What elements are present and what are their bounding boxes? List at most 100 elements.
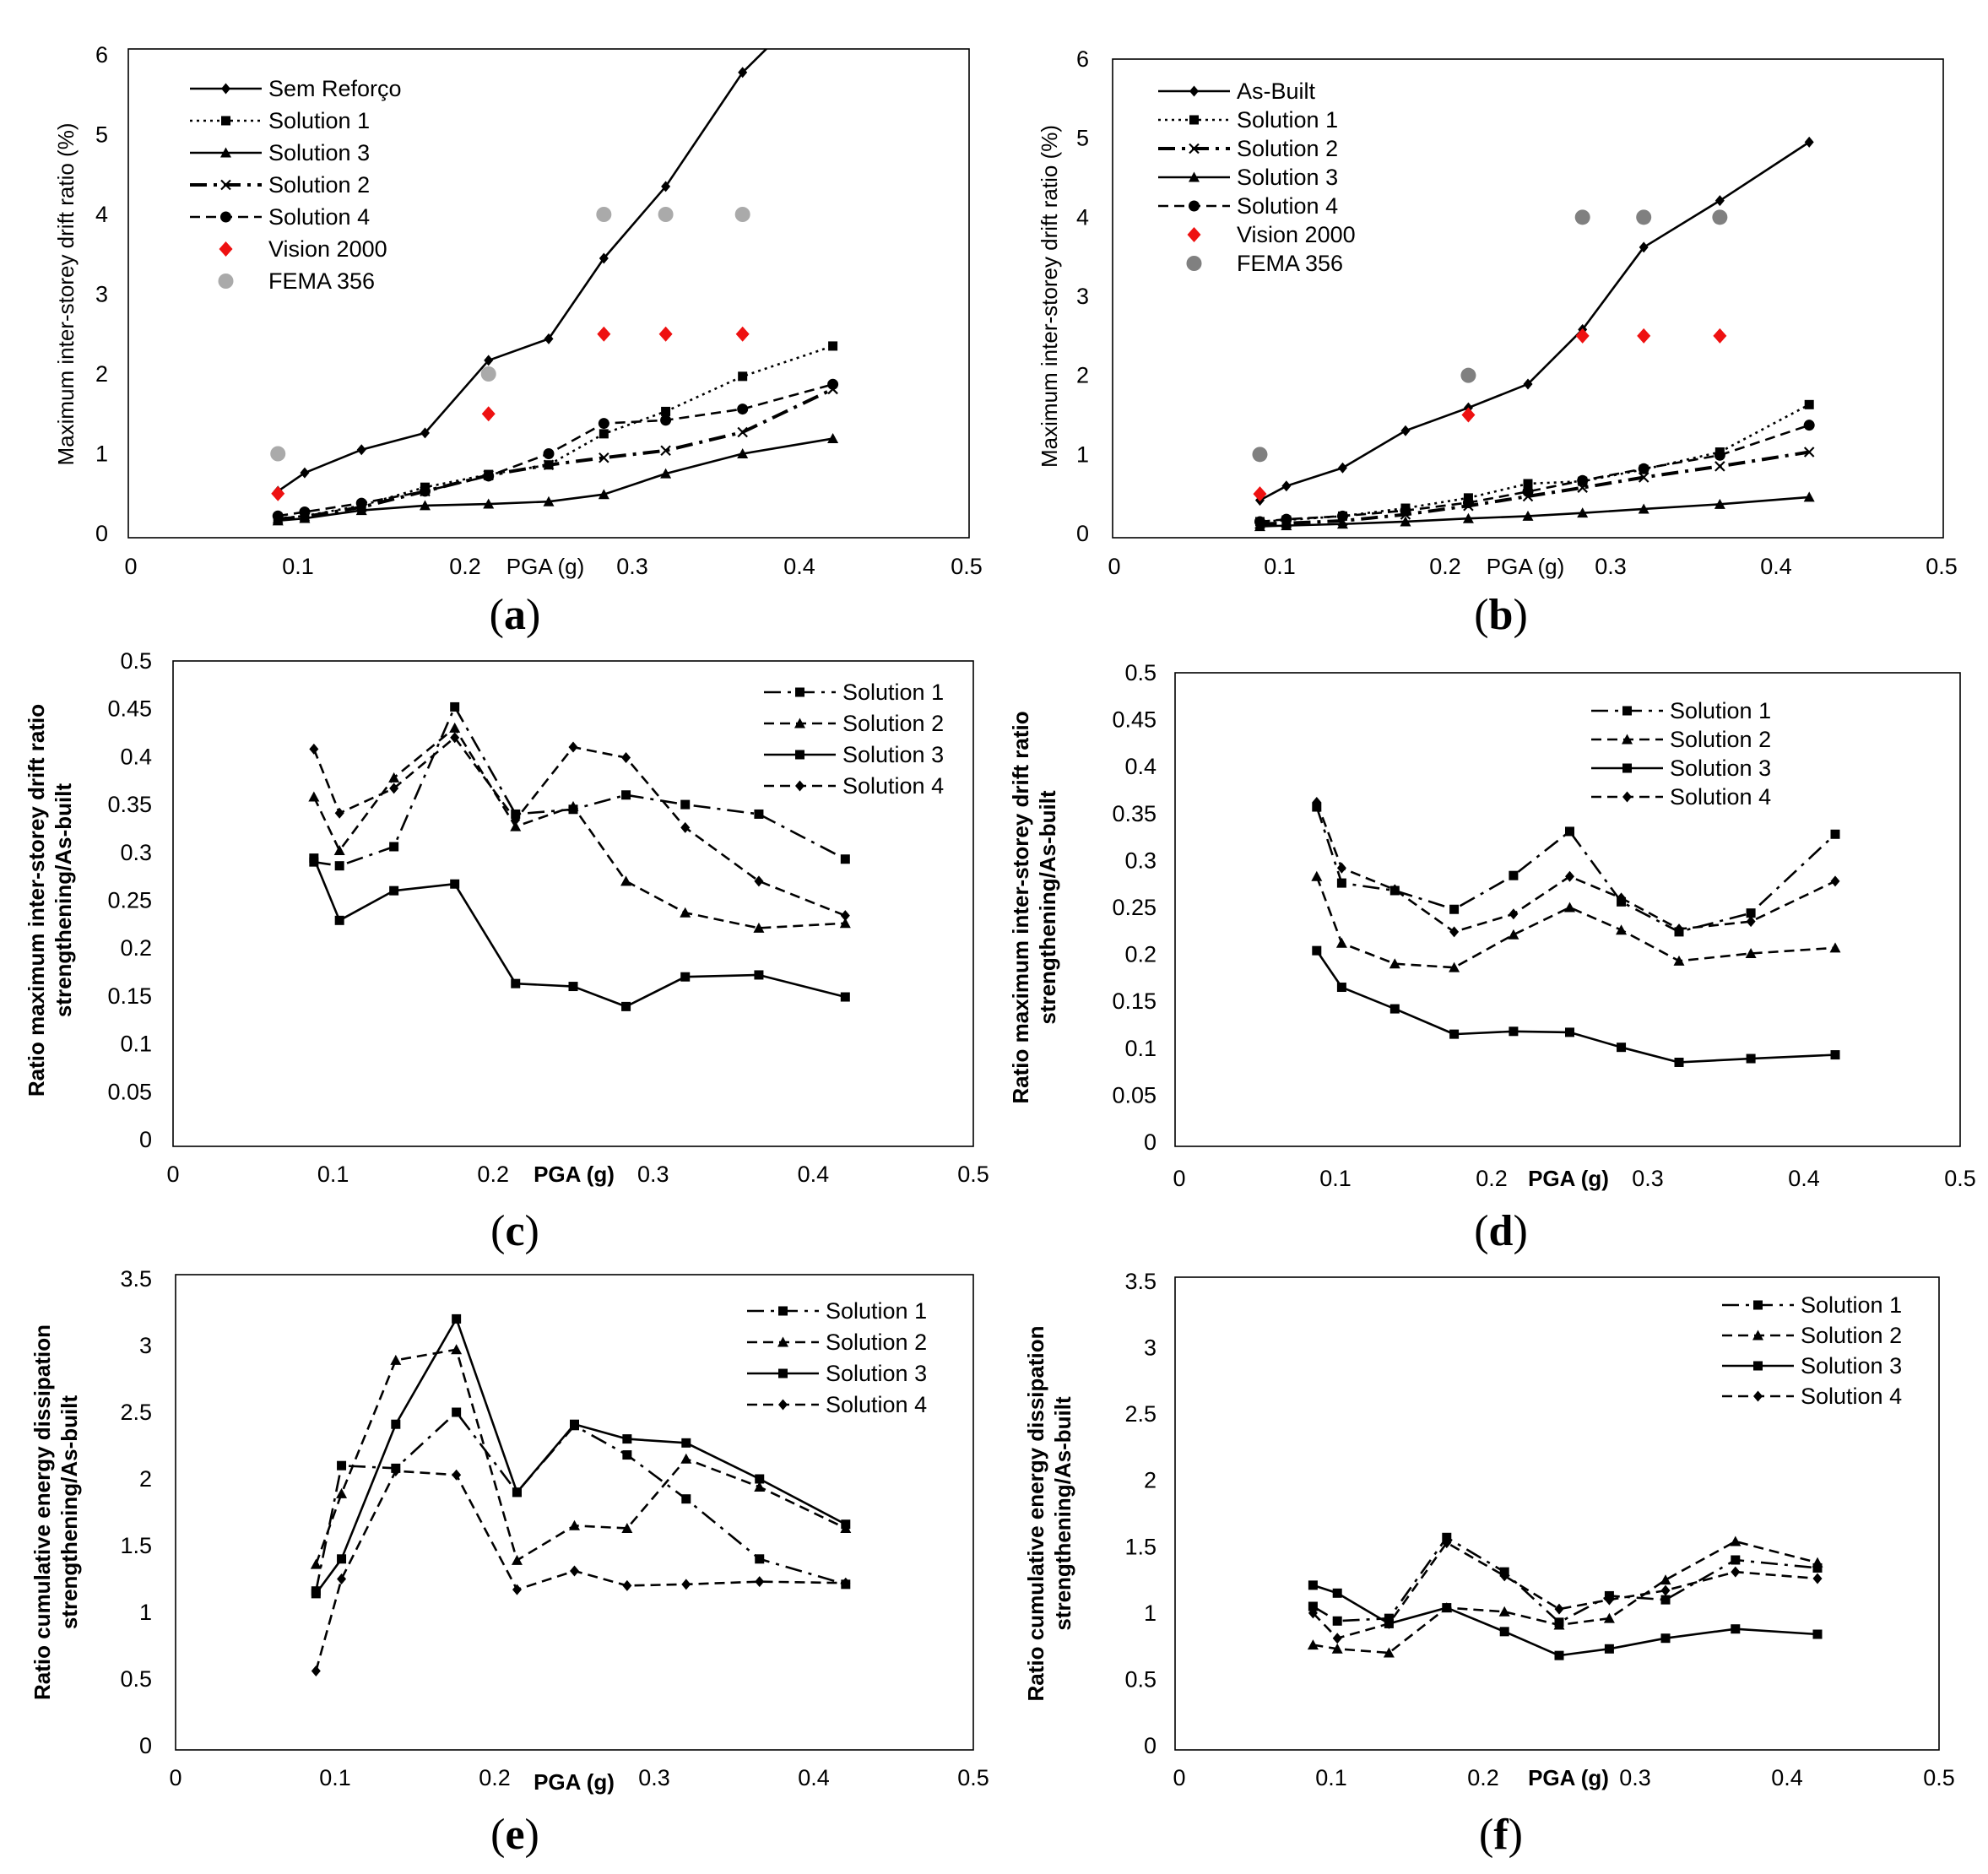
series-line-sem-refor-o [277, 49, 768, 492]
data-point [1575, 328, 1590, 344]
y-tick-label: 0.15 [107, 983, 152, 1009]
series-line-solution-3 [315, 1318, 847, 1595]
series-line-solution-2 [278, 387, 834, 521]
data-point [755, 1474, 765, 1484]
series-line-as-built [1259, 141, 1810, 501]
data-point [754, 1481, 766, 1492]
data-point [1400, 505, 1411, 517]
y-tick-label: 0.2 [120, 935, 152, 961]
x-tick-label: 0.4 [1760, 554, 1792, 579]
data-point [681, 1579, 691, 1590]
y-tick-label: 0 [1144, 1129, 1157, 1155]
data-point [567, 800, 579, 811]
legend-marker [1189, 143, 1200, 154]
data-point [827, 433, 839, 444]
data-point [680, 821, 691, 833]
x-tick-label: 0.4 [1771, 1765, 1803, 1790]
x-tick-label: 0.4 [783, 554, 815, 579]
legend-label: Solution 1 [1801, 1292, 1902, 1318]
data-point [1803, 420, 1815, 431]
x-tick-label: 0.2 [1476, 1166, 1508, 1191]
data-point [734, 207, 750, 222]
x-tick-label: 0.1 [1315, 1765, 1347, 1790]
data-point [1312, 945, 1322, 956]
data-point [1564, 902, 1575, 913]
data-point [1253, 486, 1267, 502]
y-axis-label: strengthening/As-built [57, 1395, 82, 1630]
data-point [570, 1565, 579, 1577]
data-point [1638, 503, 1649, 514]
data-point [1714, 449, 1725, 461]
chart-panel-f: 0 0.5 1 1.5 2 2.5 3 3.5 0 0.1 0.2 0.3 0.4 0.5 PGA (g) R… [1023, 1269, 1955, 1859]
series-group [1307, 1532, 1823, 1660]
data-point [1522, 510, 1534, 521]
panel-label-open-paren: ( [1474, 1207, 1488, 1255]
y-axis-label: Ratio maximum inter-storey drift ratio [24, 704, 49, 1097]
y-tick-label: 0.15 [1112, 988, 1157, 1014]
y-tick-label: 0 [1076, 521, 1089, 546]
data-point [1804, 136, 1814, 148]
data-point [481, 406, 496, 422]
panel-label: (f) [1479, 1811, 1523, 1859]
y-tick-label: 0 [95, 521, 108, 546]
x-tick-label: 0.2 [1467, 1765, 1499, 1790]
y-tick-label: 0.5 [120, 1666, 152, 1692]
x-tick-label: 0.3 [1632, 1166, 1664, 1191]
data-point [1336, 983, 1346, 993]
y-tick-label: 2.5 [120, 1400, 152, 1425]
data-point [1442, 1603, 1452, 1613]
x-tick-label: 0.3 [638, 1765, 670, 1790]
data-point [1523, 378, 1533, 390]
series-line-solution-1 [1315, 806, 1836, 934]
data-point [1812, 1629, 1823, 1639]
data-point [1331, 1643, 1343, 1654]
data-point [598, 489, 609, 500]
data-point [334, 915, 344, 925]
x-axis-label: PGA (g) [1528, 1166, 1609, 1191]
data-point [483, 498, 495, 509]
data-point [681, 1494, 691, 1504]
data-point [1308, 1601, 1318, 1611]
data-point [1617, 1043, 1627, 1053]
data-point [1812, 1573, 1823, 1584]
y-tick-label: 0.3 [1124, 848, 1157, 873]
y-axis-label: Maximum inter-storey drift ratio (%) [53, 123, 79, 466]
x-tick-label: 0.3 [637, 1162, 669, 1187]
data-point [1553, 1619, 1565, 1630]
data-point [389, 842, 399, 852]
legend-label: Solution 4 [268, 204, 370, 230]
data-point [1449, 926, 1460, 938]
data-point [680, 907, 691, 918]
plot-area-frame [175, 1274, 974, 1751]
data-point [680, 1453, 692, 1464]
data-point [355, 505, 367, 516]
data-point [355, 497, 367, 509]
legend-label: Solution 4 [826, 1392, 927, 1417]
chart-panel-c: 0 0.05 0.1 0.15 0.2 0.25 0.3 0.35 0.4 0.45 0.5 0 0.1… [24, 648, 989, 1255]
series-group [270, 49, 839, 526]
data-point [1442, 1537, 1452, 1549]
legend: Solution 1 Solution 2 Solution 3 Solution 4 [764, 680, 944, 799]
data-point [1498, 1606, 1510, 1617]
data-point [389, 783, 399, 794]
legend-marker [1189, 200, 1200, 212]
data-point [1636, 209, 1652, 225]
x-tick-label: 0.4 [798, 1162, 830, 1187]
data-point [337, 1460, 347, 1470]
data-point [1565, 870, 1574, 882]
data-point [621, 790, 631, 800]
legend-label: Solution 4 [1237, 193, 1338, 219]
plot-area-frame [1112, 58, 1944, 539]
plot-area-frame [1174, 1276, 1940, 1751]
data-point [450, 732, 460, 744]
y-tick-label: 0.25 [1112, 895, 1157, 920]
data-point [391, 1419, 401, 1429]
data-point [1335, 937, 1347, 948]
y-tick-label: 5 [95, 122, 108, 148]
chart-panel-d: 0 0.05 0.1 0.15 0.2 0.25 0.3 0.35 0.4 0.45 0.5 0 0.1… [1008, 660, 1976, 1255]
legend-marker [1187, 227, 1201, 242]
data-point [1637, 328, 1651, 344]
legend-marker [221, 83, 230, 95]
series-line-solution-1 [1312, 1535, 1818, 1624]
data-point [840, 910, 850, 922]
